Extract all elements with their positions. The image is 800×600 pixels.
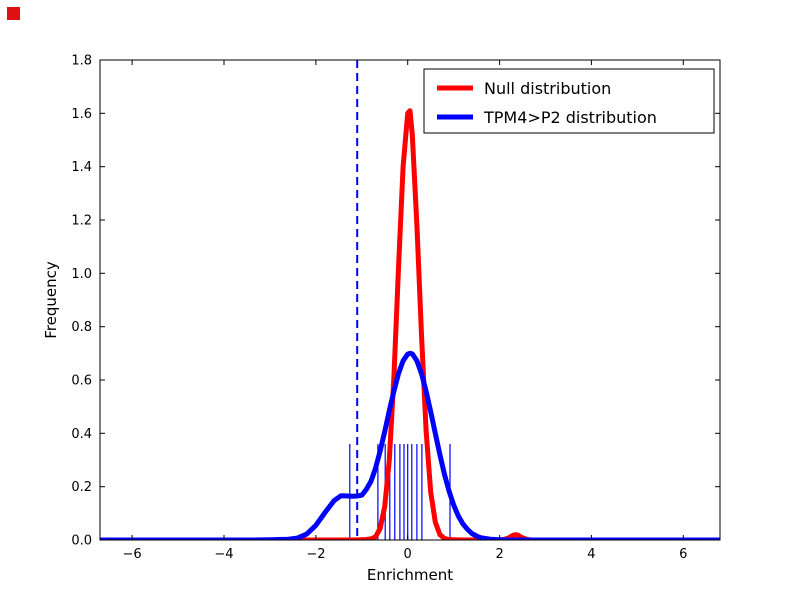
y-tick-label: 0.6 (71, 374, 92, 389)
x-tick-label: −6 (123, 547, 142, 562)
x-tick-label: 2 (495, 547, 503, 562)
series-curve-tpm4 (100, 350, 720, 540)
x-tick-label: 6 (679, 547, 687, 562)
x-tick-label: 4 (587, 547, 595, 562)
plot-series-layer (100, 60, 720, 540)
x-axis-label: Enrichment (367, 566, 453, 584)
y-tick-label: 1.8 (71, 54, 92, 69)
y-tick-label: 0.0 (71, 534, 92, 549)
x-tick-label: 0 (404, 547, 412, 562)
series-curve-null (100, 108, 720, 540)
red-corner-marker (7, 7, 20, 20)
legend-label-null: Null distribution (484, 79, 611, 98)
y-tick-label: 1.2 (71, 214, 92, 229)
legend-box (423, 68, 715, 134)
legend: Null distribution TPM4>P2 distribution (423, 68, 715, 134)
axes-frame (99, 59, 721, 541)
x-tick-label: −4 (214, 547, 233, 562)
y-tick-label: 1.0 (71, 267, 92, 282)
x-tick-label: −2 (306, 547, 325, 562)
axes-ticks-layer: −6 −4 −2 0 2 4 6 0.0 0.2 0.4 0.6 0.8 1.0 1.2 1.4 1.6 1.8 (71, 54, 720, 562)
y-tick-label: 0.4 (71, 427, 92, 442)
legend-label-tpm4: TPM4>P2 distribution (483, 108, 657, 127)
y-tick-label: 1.6 (71, 107, 92, 122)
y-axis-label: Frequency (42, 261, 60, 339)
y-tick-label: 1.4 (71, 160, 92, 175)
y-tick-label: 0.8 (71, 320, 92, 335)
y-tick-label: 0.2 (71, 480, 92, 495)
